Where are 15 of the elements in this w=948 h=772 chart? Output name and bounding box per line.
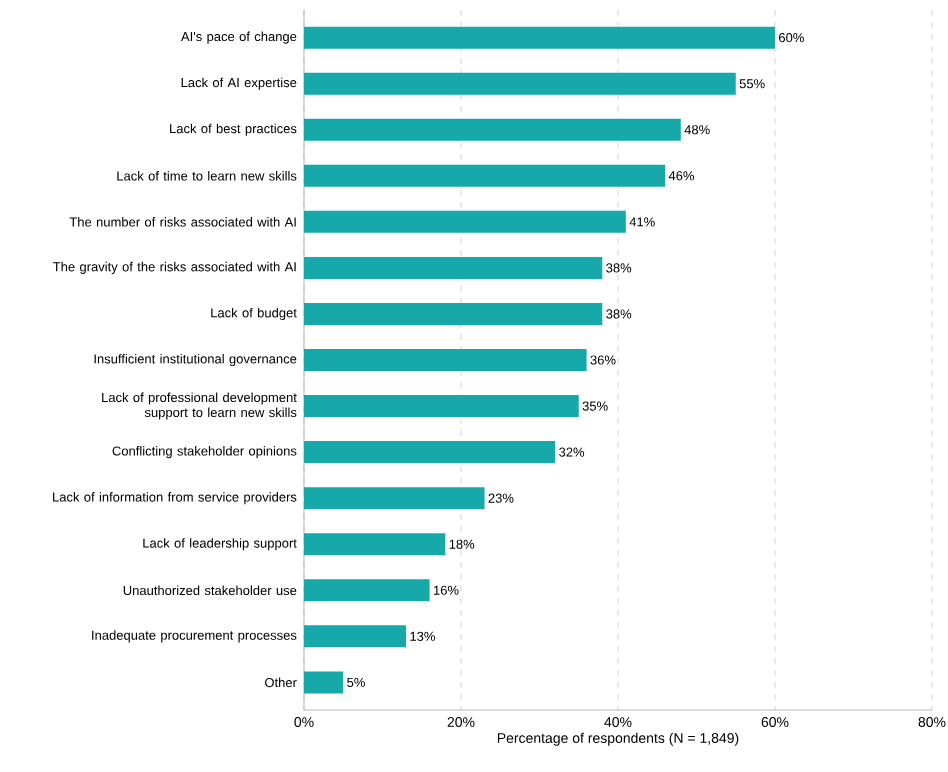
bar [304, 579, 430, 602]
bar [304, 302, 603, 325]
bar [304, 210, 626, 233]
bar [304, 487, 485, 510]
bar [304, 118, 681, 141]
bar [304, 441, 556, 464]
bar [304, 533, 446, 556]
bar [304, 164, 666, 187]
bar [304, 26, 775, 49]
bar [304, 72, 736, 95]
bar [304, 256, 603, 279]
bar [304, 625, 407, 648]
bar [304, 671, 344, 694]
bar [304, 395, 579, 418]
bar [304, 349, 587, 372]
